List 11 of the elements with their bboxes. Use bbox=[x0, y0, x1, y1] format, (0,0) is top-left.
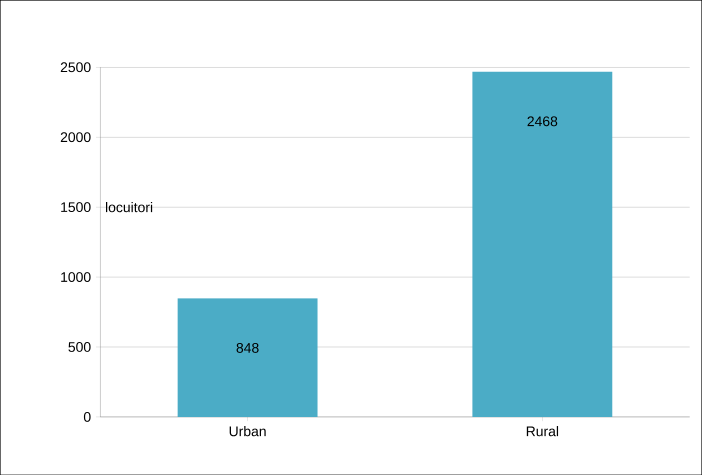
y-tick-label: 0 bbox=[84, 412, 91, 422]
data-label: 848 bbox=[236, 342, 259, 353]
y-tick-label: 1000 bbox=[61, 272, 91, 282]
data-label: 2468 bbox=[528, 116, 558, 126]
y-tick-label: 2000 bbox=[60, 132, 91, 142]
x-tick-label: Urban bbox=[230, 426, 266, 436]
x-tick-label: Rural bbox=[526, 426, 558, 436]
y-tick-label: 500 bbox=[68, 342, 91, 352]
y-axis-title: locuitori bbox=[106, 202, 152, 212]
y-tick-label: 2500 bbox=[60, 62, 91, 72]
y-tick-label: 1500 bbox=[61, 202, 91, 212]
